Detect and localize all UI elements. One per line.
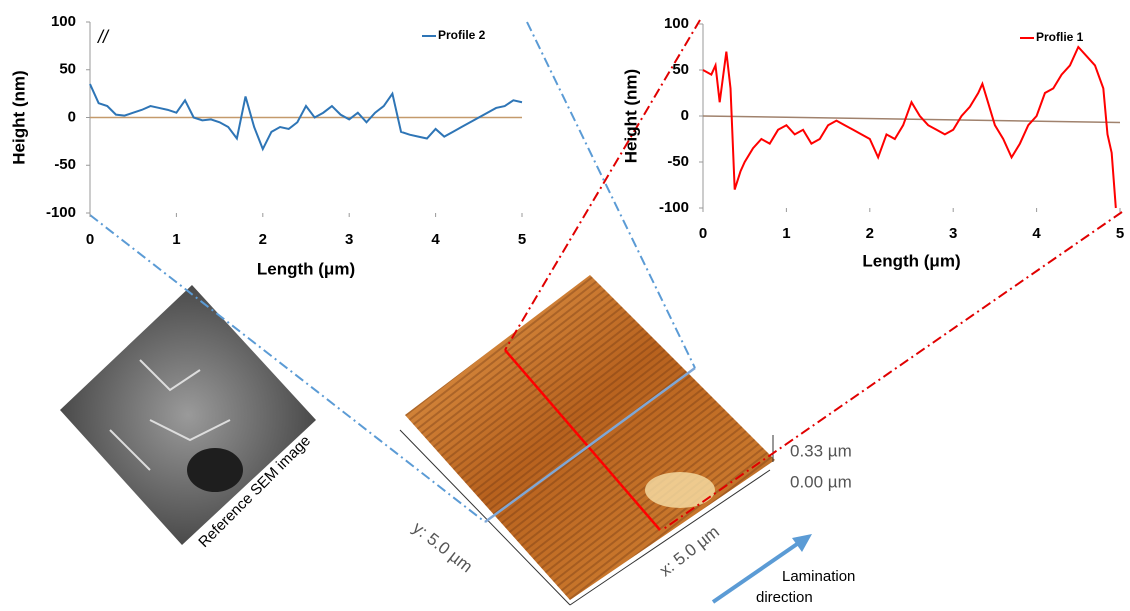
x-tick-label: 5 (1116, 225, 1124, 242)
x-tick-label: 3 (345, 231, 353, 248)
x-tick-label: 4 (431, 231, 440, 248)
y-tick-label: 100 (51, 13, 76, 30)
y-tick-label: 0 (68, 108, 76, 125)
y-tick-label: 100 (664, 15, 689, 32)
direction-label: direction (756, 589, 813, 606)
afm-highlight (645, 472, 715, 508)
x-tick-label: 2 (259, 231, 267, 248)
y-tick-label: 0 (681, 107, 689, 124)
x-tick-label: 0 (699, 225, 707, 242)
data-line (703, 47, 1116, 208)
z-max: 0.33 µm (790, 441, 852, 460)
y-tick-label: -100 (659, 199, 689, 216)
y-tick-label: 50 (672, 61, 689, 78)
x-tick-label: 1 (172, 231, 180, 248)
x-tick-label: 3 (949, 225, 957, 242)
figure: Reference SEM image y: 5.0 µm x: 5.0 µm … (0, 0, 1130, 611)
y-tick-label: -100 (46, 204, 76, 221)
trend-line (703, 116, 1120, 122)
y-size: y: 5.0 µm (409, 518, 476, 576)
y-tick-label: -50 (54, 156, 76, 173)
data-line (90, 84, 522, 149)
sem-pore (187, 448, 243, 492)
x-axis-label: Length (μm) (257, 259, 355, 278)
y-tick-label: 50 (59, 61, 76, 78)
direction-label: Lamination (782, 568, 855, 585)
x-tick-label: 4 (1032, 225, 1041, 242)
y-axis-label: Height (nm) (621, 69, 640, 163)
z-min: 0.00 µm (790, 472, 852, 491)
legend-label: Proflie 1 (1036, 30, 1084, 44)
x-tick-label: 0 (86, 231, 94, 248)
annotation: // (96, 27, 110, 47)
y-tick-label: -50 (667, 153, 689, 170)
x-tick-label: 1 (782, 225, 790, 242)
x-axis-label: Length (μm) (862, 251, 960, 270)
sem-image (60, 285, 316, 545)
y-axis-label: Height (nm) (9, 70, 28, 164)
legend-label: Profile 2 (438, 28, 486, 42)
x-tick-label: 5 (518, 231, 526, 248)
direction-arrowhead (792, 534, 812, 552)
x-tick-label: 2 (866, 225, 874, 242)
